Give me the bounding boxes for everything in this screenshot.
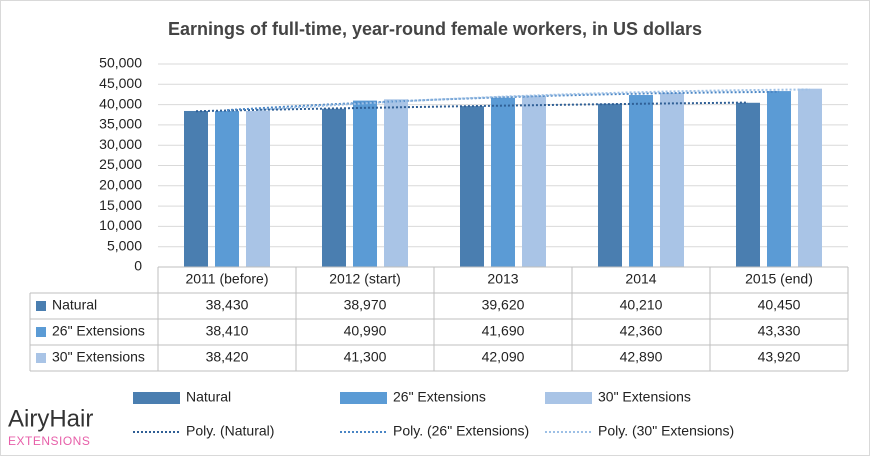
- bar: [736, 102, 760, 267]
- chart-title: Earnings of full-time, year-round female…: [168, 19, 702, 39]
- x-tick-label: 2011 (before): [185, 271, 268, 287]
- row-header: Natural: [52, 297, 97, 313]
- row-header: 30" Extensions: [52, 349, 145, 365]
- bar: [322, 108, 346, 267]
- legend-swatch: [133, 392, 180, 404]
- row-header: 26" Extensions: [52, 323, 145, 339]
- table-cell: 38,970: [344, 297, 387, 313]
- bar: [767, 91, 791, 267]
- logo-tagline: EXTENSIONS: [8, 434, 90, 448]
- table-cell: 43,330: [758, 323, 801, 339]
- y-tick-label: 40,000: [99, 95, 142, 111]
- table-cell: 40,210: [620, 297, 663, 313]
- table-cell: 41,690: [482, 323, 525, 339]
- bar: [184, 110, 208, 267]
- bar: [246, 111, 270, 267]
- legend-label: Poly. (26" Extensions): [393, 423, 529, 439]
- bar: [798, 88, 822, 267]
- table-cell: 41,300: [344, 349, 387, 365]
- bar: [215, 111, 239, 268]
- trend-line: [195, 101, 749, 113]
- y-tick-label: 25,000: [99, 156, 142, 172]
- table-cell: 42,360: [620, 323, 663, 339]
- table-cell: 39,620: [482, 297, 525, 313]
- y-tick-label: 30,000: [99, 136, 142, 152]
- legend-swatch: [545, 392, 592, 404]
- legend-label: Poly. (Natural): [186, 423, 274, 439]
- legend-key: [36, 327, 46, 337]
- trend-line: [257, 88, 811, 111]
- y-tick-label: 20,000: [99, 177, 142, 193]
- bar: [660, 92, 684, 267]
- x-tick-label: 2014: [625, 271, 656, 287]
- y-tick-label: 50,000: [99, 55, 142, 71]
- table-cell: 43,920: [758, 349, 801, 365]
- logo-name: AiryHair: [8, 405, 93, 432]
- y-tick-label: 5,000: [107, 237, 142, 253]
- bar: [491, 97, 515, 267]
- legend-label: 30" Extensions: [598, 389, 691, 405]
- bar: [353, 100, 377, 267]
- legend-swatch: [340, 392, 387, 404]
- y-tick-label: 0: [134, 258, 142, 274]
- table-cell: 40,450: [758, 297, 801, 313]
- y-tick-label: 10,000: [99, 217, 142, 233]
- bar: [598, 103, 622, 267]
- bar: [460, 106, 484, 268]
- legend-label: Poly. (30" Extensions): [598, 423, 734, 439]
- legend-key: [36, 353, 46, 363]
- table-cell: 42,890: [620, 349, 663, 365]
- legend-key: [36, 301, 46, 311]
- y-tick-label: 45,000: [99, 75, 142, 91]
- table-cell: 38,420: [206, 349, 249, 365]
- table-cell: 38,430: [206, 297, 249, 313]
- bar: [384, 99, 408, 268]
- table-cell: 38,410: [206, 323, 249, 339]
- bar: [522, 96, 546, 268]
- legend-label: Natural: [186, 389, 231, 405]
- table-cell: 40,990: [344, 323, 387, 339]
- legend-label: 26" Extensions: [393, 389, 486, 405]
- x-tick-label: 2015 (end): [745, 271, 813, 287]
- table-cell: 42,090: [482, 349, 525, 365]
- y-tick-label: 15,000: [99, 197, 142, 213]
- y-tick-label: 35,000: [99, 116, 142, 132]
- x-tick-label: 2012 (start): [329, 271, 401, 287]
- x-tick-label: 2013: [487, 271, 518, 287]
- bar: [629, 95, 653, 267]
